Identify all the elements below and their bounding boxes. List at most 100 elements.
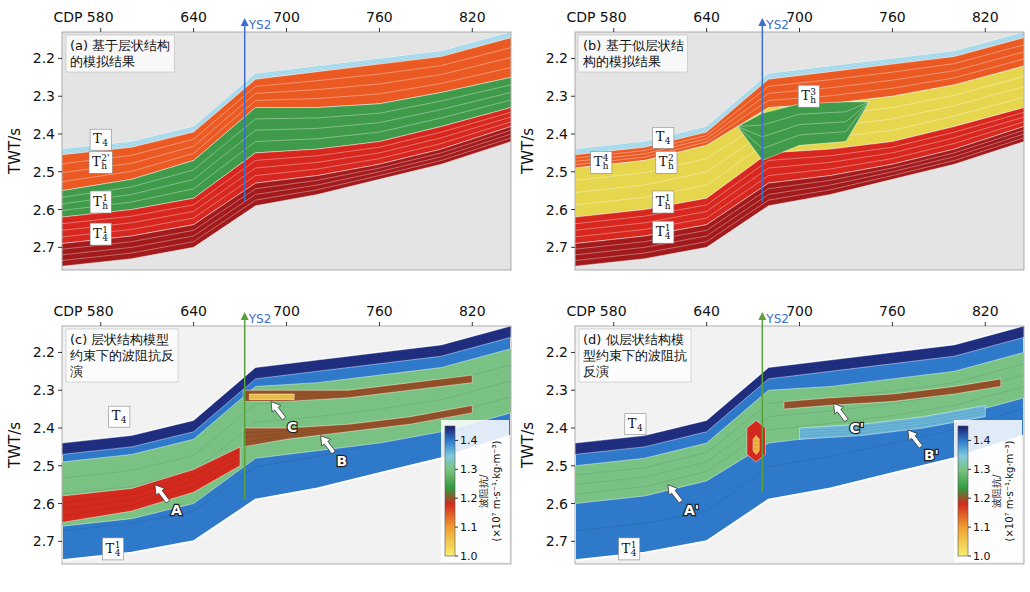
- panel: 2.22.32.42.52.62.7CDP 580640700760820TWT…: [6, 303, 511, 564]
- x-tick-label: CDP 580: [566, 9, 626, 25]
- x-tick: [286, 322, 287, 326]
- y-tick-label: 2.5: [33, 164, 55, 180]
- well-arrow: [758, 312, 766, 320]
- x-tick: [706, 322, 707, 326]
- layer-label: T4: [90, 129, 111, 150]
- colorbar-tick-label: 1.2: [973, 492, 991, 505]
- x-tick-label: 820: [972, 303, 999, 319]
- y-tick-label: 2.3: [546, 88, 568, 104]
- y-tick: [571, 209, 575, 210]
- panel-title-box: [66, 329, 178, 382]
- well-arrow: [758, 18, 766, 26]
- layer-label-main: T: [622, 541, 631, 556]
- layer-label-main: T: [93, 194, 102, 209]
- x-tick: [193, 322, 194, 326]
- colorbar-tick: [455, 440, 458, 441]
- annotation-arrow: [271, 402, 286, 420]
- layer: [784, 379, 1001, 409]
- layer: [575, 126, 1024, 266]
- y-tick: [571, 58, 575, 59]
- x-tick: [892, 28, 893, 32]
- x-tick: [472, 322, 473, 326]
- x-tick-label: 640: [693, 303, 720, 319]
- colorbar-tick-label: 1.3: [460, 463, 478, 476]
- well-line: [244, 314, 246, 500]
- y-tick: [58, 134, 62, 135]
- layer-label-box: [798, 85, 819, 107]
- layer-label-sub: 4: [637, 423, 643, 433]
- y-tick-label: 2.6: [546, 202, 568, 218]
- x-tick: [985, 28, 986, 32]
- x-tick: [193, 28, 194, 32]
- colorbar-tick: [968, 527, 971, 528]
- layer-label: T14: [90, 223, 111, 245]
- panel-title-text: (b) 基于似层状结构的模拟结果: [582, 38, 684, 69]
- colorbar-tick: [455, 527, 458, 528]
- panel-title-box: [578, 35, 688, 72]
- texture: [249, 398, 294, 399]
- colorbar-tick-label: 1.2: [460, 492, 478, 505]
- y-tick: [571, 390, 575, 391]
- texture: [62, 456, 240, 509]
- plot-area: [575, 32, 1024, 266]
- y-tick: [571, 134, 575, 135]
- layer-label-sub: 4: [631, 548, 637, 558]
- panel-title: (b) 基于似层状结构的模拟结果: [578, 35, 688, 72]
- x-tick-label: 700: [273, 303, 300, 319]
- layer-label: T4: [625, 414, 646, 435]
- x-tick-label: 640: [180, 9, 207, 25]
- annotation: A': [668, 485, 699, 518]
- layer-label-main: T: [656, 194, 665, 209]
- plot-frame: [62, 326, 511, 564]
- colorbar-tick: [968, 440, 971, 441]
- layer-label-box: [619, 538, 640, 560]
- y-tick: [58, 541, 62, 542]
- annotation-arrow: [908, 430, 923, 448]
- well-arrow: [241, 312, 249, 320]
- layer: [753, 436, 759, 455]
- figure: 2.2 2.3 2.4 2.5 2.6 2.7 CDP 580 640 700 760 820 TWT…: [0, 0, 1030, 592]
- layer: [62, 126, 511, 266]
- x-tick-label: 760: [879, 9, 906, 25]
- layer-label-box: [90, 223, 111, 245]
- layer-label-sub: 4: [102, 138, 108, 148]
- panel-title: (a) 基于层状结构的模拟结果: [66, 35, 174, 72]
- x-tick-label: 640: [180, 303, 207, 319]
- annotation: B: [321, 436, 348, 469]
- y-tick: [58, 465, 62, 466]
- layer: [738, 102, 870, 161]
- texture: [62, 117, 511, 230]
- layer-label-box: [653, 127, 674, 148]
- texture: [575, 138, 1024, 261]
- layer-label: T14: [653, 221, 674, 243]
- panel-title-text: (c) 层状结构模型约束下的波阻抗反演: [70, 332, 174, 379]
- colorbar-tick-label: 1.1: [460, 521, 478, 534]
- x-tick: [613, 28, 614, 32]
- panel: 2.22.32.42.52.62.7CDP 580640700760820TWT…: [6, 9, 511, 270]
- colorbar: 1.01.11.21.31.4波阻抗/(×10⁷ m·s⁻¹·kg·m⁻³): [954, 420, 1022, 563]
- x-tick: [379, 322, 380, 326]
- layer-label: T14: [103, 538, 124, 560]
- y-tick-label: 2.3: [33, 88, 55, 104]
- annotation-label: B': [924, 447, 939, 463]
- plot-background: [575, 32, 1024, 270]
- well-line: [244, 20, 246, 202]
- layer-label-main: T: [659, 154, 668, 169]
- y-tick-label: 2.2: [33, 50, 55, 66]
- y-tick-label: 2.7: [33, 533, 55, 549]
- y-axis-title: TWT/s: [6, 128, 24, 175]
- colorbar-tick-label: 1.4: [460, 434, 478, 447]
- layer-label: T1h: [90, 191, 111, 213]
- texture: [249, 395, 294, 396]
- layer-label: T1h: [653, 191, 674, 213]
- plot-frame: [575, 326, 1024, 564]
- y-tick: [571, 503, 575, 504]
- y-tick: [58, 96, 62, 97]
- layer-label-main: T: [112, 408, 121, 423]
- texture: [62, 138, 511, 261]
- layer-label-box: [109, 406, 130, 427]
- annotation: C': [834, 403, 865, 436]
- layer-label-box: [653, 221, 674, 243]
- layer-label-main: T: [656, 129, 665, 144]
- y-tick-label: 2.4: [546, 420, 568, 436]
